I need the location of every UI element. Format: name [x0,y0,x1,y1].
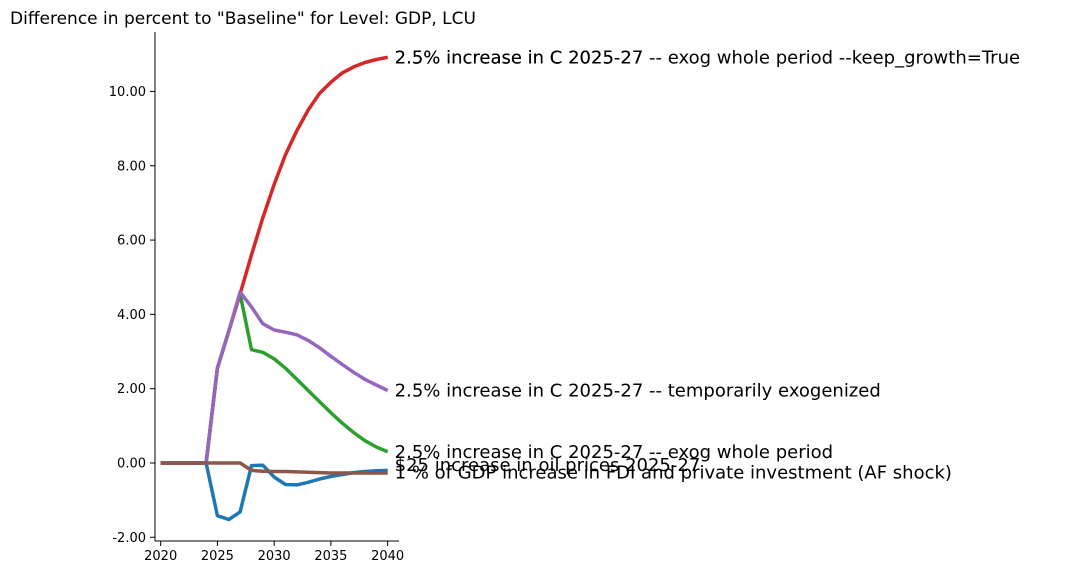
chart-title: Difference in percent to "Baseline" for … [10,9,476,29]
series-label-6: 1 % of GDP increase in FDI and private i… [395,462,952,483]
series-label-2: 2.5% increase in C 2025-27 [395,47,644,68]
series-line-3 [160,55,389,465]
x-tick-label: 2040 [371,549,404,564]
y-tick-label: 4.00 [117,308,146,323]
series-label-1: 2.5% increase in C 2025-27 -- exog whole… [395,47,1020,68]
series-label-5: $25 increase in oil prices 2025-27 [395,455,701,476]
y-tick-label: 8.00 [117,159,146,174]
series-labels: 2.5% increase in C 2025-27 -- exog whole… [395,47,1020,483]
series-group [160,55,389,522]
series-label-4: 2.5% increase in C 2025-27 -- exog whole… [395,442,833,463]
series-label-3: 2.5% increase in C 2025-27 -- temporaril… [395,381,881,402]
x-tick-label: 2025 [201,549,234,564]
y-tick-label: -2.00 [112,531,146,546]
y-tick-label: 0.00 [117,456,146,471]
y-tick-label: 2.00 [117,382,146,397]
y-tick-label: 6.00 [117,234,146,249]
x-tick-label: 2035 [314,549,347,564]
series-line-4 [160,290,389,465]
axes: 2020 2025 2030 2035 2040 -2.00 0.00 2.00 4.00 6.0… [109,32,404,564]
x-tick-label: 2030 [258,549,291,564]
series-line-2 [160,292,389,465]
y-tick-label: 10.00 [109,85,146,100]
series-line-5 [160,461,388,475]
x-tick-label: 2020 [144,549,177,564]
